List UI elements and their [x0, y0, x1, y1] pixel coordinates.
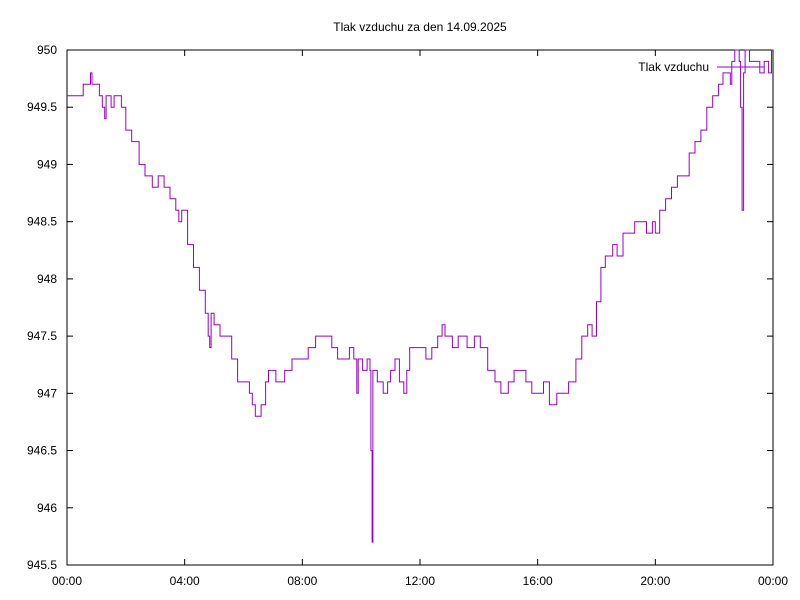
y-tick-label: 947.5 [27, 329, 57, 343]
legend-label: Tlak vzduchu [638, 60, 709, 74]
y-tick-label: 948 [37, 272, 57, 286]
y-tick-label: 949.5 [27, 100, 57, 114]
y-tick-label: 948.5 [27, 215, 57, 229]
x-tick-label: 00:00 [758, 574, 788, 588]
x-tick-label: 12:00 [405, 574, 435, 588]
legend: Tlak vzduchu [638, 60, 764, 74]
x-tick-label: 20:00 [640, 574, 670, 588]
y-tick-label: 947 [37, 386, 57, 400]
plot-frame [66, 49, 774, 566]
x-tick-label: 04:00 [170, 574, 200, 588]
x-tick-label: 00:00 [52, 574, 82, 588]
series-line-tlak-vzduchu [67, 49, 773, 543]
x-tick-label: 16:00 [523, 574, 553, 588]
y-tick-label: 949 [37, 157, 57, 171]
y-tick-label: 945.5 [27, 558, 57, 572]
y-tick-label: 950 [37, 43, 57, 57]
y-axis: 945.5 946 946.5 947 947.5 948 948.5 949 949.5 950 [27, 43, 773, 572]
chart-title: Tlak vzduchu za den 14.09.2025 [333, 20, 507, 34]
y-tick-label: 946 [37, 501, 57, 515]
y-tick-label: 946.5 [27, 444, 57, 458]
x-tick-label: 08:00 [287, 574, 317, 588]
x-axis: 00:00 04:00 08:00 12:00 16:00 20:00 00:00 [52, 50, 788, 588]
